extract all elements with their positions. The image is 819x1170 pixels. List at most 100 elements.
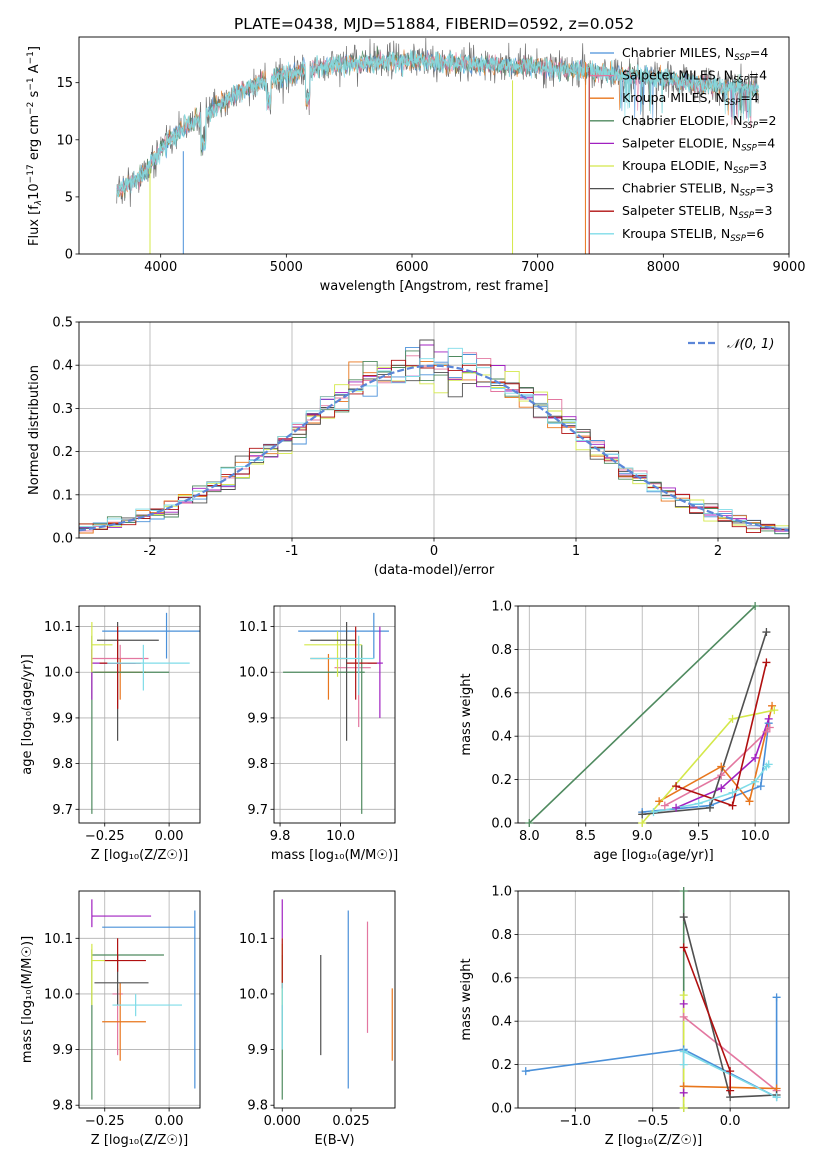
age_vs_Z-ytick-label: 10.0 bbox=[44, 666, 73, 681]
spectrum-ytick-label: 0 bbox=[65, 248, 73, 263]
weight_vs_Z-ytick-label: 1.0 bbox=[491, 885, 512, 900]
mass_vs_ebv-ytick-label: 9.9 bbox=[247, 1043, 268, 1058]
age_vs_mass-xlabel: mass [log₁₀(M/M☉)] bbox=[271, 848, 398, 863]
mass_vs_ebv-plot-area bbox=[281, 899, 393, 1100]
age_vs_mass-ytick-label: 9.7 bbox=[247, 803, 268, 818]
weight-marker bbox=[768, 701, 777, 710]
mass_vs_Z-frame bbox=[78, 890, 201, 1109]
weight-marker bbox=[764, 760, 773, 769]
mass_vs_Z-ytick-label: 9.9 bbox=[52, 1043, 73, 1058]
spectrum-ylabel-part: −1 bbox=[26, 77, 36, 90]
weight_vs_Z-ytick-label: 0.2 bbox=[491, 1058, 512, 1073]
legend-entry: Kroupa ELODIE, NSSP=3 bbox=[622, 158, 767, 176]
age_vs_mass-ytick-label: 9.8 bbox=[247, 757, 268, 772]
weight-marker bbox=[717, 784, 726, 793]
spectrum-ylabel: Flux [fλ10−17 erg cm−2 s−1 A−1] bbox=[26, 46, 44, 246]
weight_vs_age-ytick-label: 1.0 bbox=[491, 600, 512, 615]
mass_vs_Z-plot-area bbox=[91, 899, 196, 1100]
spectrum-ylabel-part: A bbox=[27, 64, 42, 77]
legend-eq: = bbox=[740, 90, 750, 105]
weight-marker bbox=[672, 782, 681, 791]
legend-nssp: 6 bbox=[756, 226, 764, 241]
spectrum-ylabel-part: −17 bbox=[26, 164, 36, 183]
legend-ssp: SSP bbox=[741, 143, 757, 153]
weight_vs_Z-grid bbox=[518, 890, 789, 1109]
mass_vs_Z-axes: −0.25 0.00 9.8 9.9 10.0 10.1 Z [log₁₀(Z/Z☉)] ma… bbox=[20, 890, 201, 1148]
legend-eq: = bbox=[754, 203, 764, 218]
legend-n: , N bbox=[716, 68, 733, 83]
weight-marker bbox=[728, 714, 737, 723]
spectrum-axes: 4000 5000 6000 7000 8000 9000 0 5 10 15 wavelength… bbox=[26, 36, 806, 294]
residuals-ytick-label: 0.2 bbox=[52, 445, 73, 460]
residuals-plot-area bbox=[79, 339, 789, 535]
spectrum-xtick-label: 8000 bbox=[647, 260, 680, 275]
weight_vs_age-xtick-label: 8.5 bbox=[575, 829, 596, 844]
mass_vs_Z-ytick-label: 9.8 bbox=[52, 1099, 73, 1114]
mass_vs_ebv-xtick-label: 0.025 bbox=[332, 1114, 369, 1129]
weight_vs_Z-ylabel: mass weight bbox=[459, 958, 474, 1040]
weight-marker bbox=[679, 991, 688, 1000]
weight-marker bbox=[764, 714, 773, 723]
age_vs_mass-ytick-label: 9.9 bbox=[247, 711, 268, 726]
age_vs_Z-ylabel: age [log₁₀(age/yr)] bbox=[20, 654, 35, 775]
legend-ssp: SSP bbox=[733, 76, 749, 86]
age_vs_mass-plot-area bbox=[283, 612, 389, 814]
weight-marker bbox=[726, 1086, 735, 1095]
weight-marker bbox=[638, 819, 647, 827]
weight_vs_Z-frame bbox=[517, 890, 790, 1109]
weight-marker bbox=[649, 808, 658, 817]
weight-marker bbox=[762, 658, 771, 667]
weight-marker bbox=[679, 943, 688, 952]
residuals-frame bbox=[78, 321, 790, 539]
weight_vs_age-xtick-label: 8.0 bbox=[519, 829, 540, 844]
residuals-xtick-label: -2 bbox=[144, 544, 157, 559]
mass_vs_Z-xtick-label: −0.25 bbox=[85, 1114, 125, 1129]
mass_vs_Z-xlabel: Z [log₁₀(Z/Z☉)] bbox=[91, 1133, 188, 1148]
age_vs_mass-frame bbox=[273, 605, 396, 824]
weight-marker bbox=[726, 1067, 735, 1076]
weight-marker bbox=[679, 1060, 688, 1069]
weight-series-line bbox=[675, 718, 770, 809]
weight_vs_age-xlabel: age [log₁₀(age/yr)] bbox=[593, 848, 714, 863]
weight_vs_age-ytick-label: 0.6 bbox=[491, 686, 512, 701]
normal-curve bbox=[79, 364, 789, 532]
weight-series-line bbox=[664, 727, 771, 807]
legend-ssp: SSP bbox=[733, 166, 749, 176]
weight-series-line bbox=[528, 606, 756, 823]
legend-ssp: SSP bbox=[740, 189, 756, 199]
weight_vs_age-frame bbox=[517, 605, 790, 824]
weight-marker bbox=[751, 602, 760, 610]
weight-series-line bbox=[683, 1016, 778, 1092]
spectrum-ylabel-part: λ bbox=[34, 200, 44, 206]
weight-marker bbox=[762, 628, 771, 637]
weight-marker bbox=[705, 803, 714, 812]
legend-n: , N bbox=[707, 90, 724, 105]
weight_vs_age-xtick-label: 9.5 bbox=[688, 829, 709, 844]
age_vs_Z-xtick-label: −0.25 bbox=[85, 829, 125, 844]
normal-legend-label: 𝒩(0, 1) bbox=[727, 337, 774, 352]
residuals-xlabel: (data-model)/error bbox=[374, 563, 495, 578]
legend-entry: Chabrier ELODIE, NSSP=2 bbox=[622, 113, 777, 131]
weight-marker bbox=[679, 1012, 688, 1021]
weight-marker bbox=[751, 777, 760, 786]
mass_vs_Z-ytick-label: 10.0 bbox=[44, 987, 73, 1002]
weight_vs_Z-ytick-label: 0.0 bbox=[491, 1102, 512, 1117]
weight-series-line bbox=[658, 705, 773, 804]
legend-n: , N bbox=[713, 226, 730, 241]
legend-eq: = bbox=[757, 135, 767, 150]
histogram-series bbox=[79, 347, 789, 532]
weight-marker bbox=[672, 803, 681, 812]
legend-name: Salpeter STELIB bbox=[622, 203, 721, 218]
residuals-xtick-label: 0 bbox=[430, 544, 438, 559]
legend-ssp: SSP bbox=[725, 98, 741, 108]
spectrum-xtick-label: 9000 bbox=[772, 260, 805, 275]
weight-marker bbox=[679, 913, 688, 922]
spectrum-ylabel-part: −1 bbox=[26, 51, 36, 64]
age_vs_mass-xtick-label: 9.8 bbox=[270, 829, 291, 844]
weight-marker bbox=[638, 810, 647, 819]
age_vs_mass-ytick-label: 10.1 bbox=[239, 620, 268, 635]
spectrum-frame bbox=[78, 36, 790, 255]
legend-eq: = bbox=[746, 226, 756, 241]
weight_vs_age-ytick-label: 0.8 bbox=[491, 643, 512, 658]
